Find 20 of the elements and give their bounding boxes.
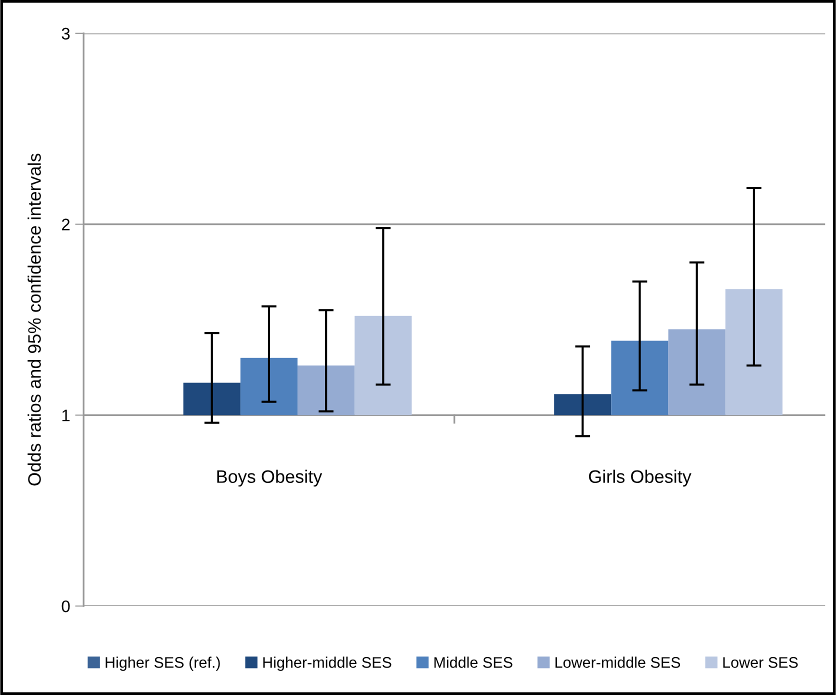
legend-label: Lower SES — [723, 657, 798, 668]
bar — [554, 394, 612, 416]
bar — [668, 329, 726, 416]
bar — [298, 366, 355, 416]
bar — [354, 316, 412, 416]
x-tick-label: Girls Obesity — [588, 470, 692, 487]
y-tick-label: 2 — [62, 218, 70, 230]
legend-label: Higher SES (ref.) — [106, 656, 220, 671]
bar — [611, 340, 668, 416]
y-tick-label: 0 — [62, 600, 70, 612]
bar — [183, 382, 240, 416]
x-tick-label: Boys Obesity — [217, 470, 322, 487]
legend-label: Middle SES — [434, 656, 512, 668]
y-tick-label: 1 — [62, 410, 70, 422]
bar — [240, 358, 298, 416]
y-tick-label: 3 — [62, 28, 70, 40]
legend-label: Higher-middle SES — [263, 656, 392, 671]
y-axis-title: Odds ratios and 95% confidence intervals — [28, 154, 41, 486]
legend-label: Lower-middle SES — [556, 656, 680, 668]
bar — [725, 289, 782, 416]
